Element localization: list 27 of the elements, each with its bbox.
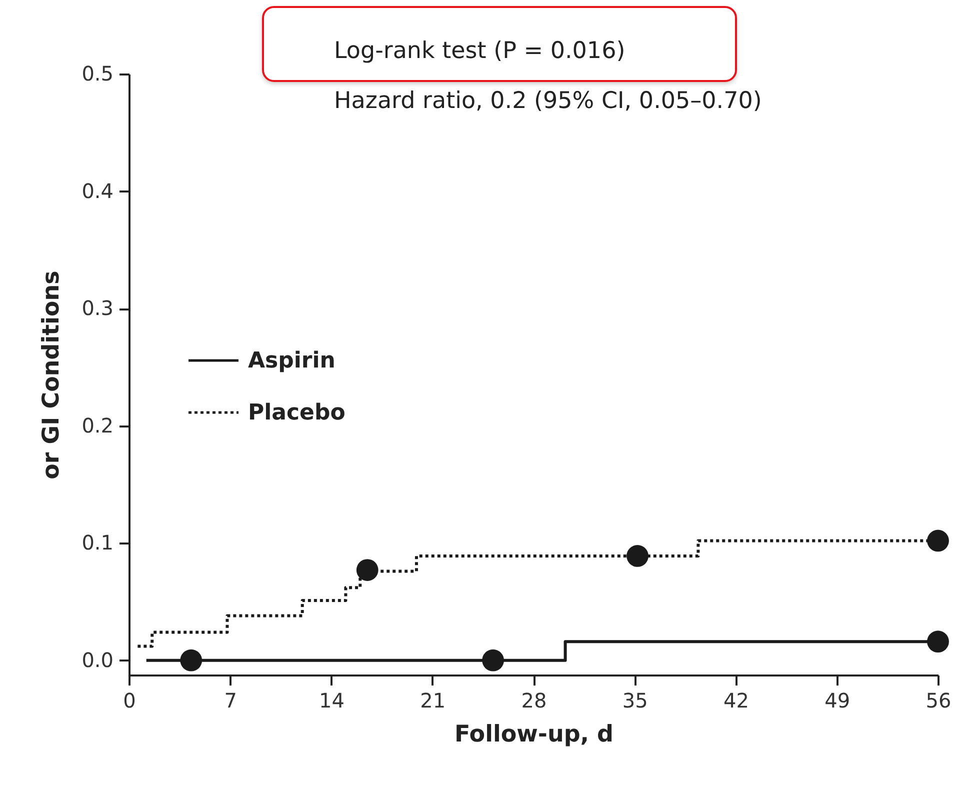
y-tick-label: 0.1 <box>82 530 114 555</box>
y-tick-label: 0.2 <box>82 413 114 438</box>
x-tick-label: 56 <box>926 688 952 712</box>
x-tick-label: 49 <box>824 688 850 712</box>
y-tick-label: 0.3 <box>82 296 114 320</box>
x-tick-label: 7 <box>224 688 237 712</box>
text: Log-rank test (P = 0.016) <box>333 37 626 66</box>
point <box>482 649 504 672</box>
point <box>356 559 378 581</box>
legend-label: Aspirin <box>248 348 336 374</box>
y-tick-label: 0.0 <box>82 648 114 672</box>
x-tick-label: 42 <box>724 688 749 712</box>
y-tick-label: 0.5 <box>82 62 114 86</box>
x-tick-label: 14 <box>319 688 344 712</box>
x-tick-label: 0 <box>123 688 136 712</box>
y-axis-title: or GI Conditions <box>38 270 65 480</box>
point <box>927 530 949 552</box>
annotation: Hazard ratio, 0.2 (95% CI, 0.05–0.70) <box>333 87 763 116</box>
x-tick-label: 35 <box>622 688 648 712</box>
x-tick-label: 28 <box>521 688 547 712</box>
x-tick-label: 21 <box>420 688 446 712</box>
point <box>626 545 648 567</box>
legend-label: Placebo <box>248 400 346 426</box>
x-axis-title: Follow-up, d <box>454 722 614 748</box>
point <box>927 630 949 653</box>
point <box>180 649 202 672</box>
y-tick-label: 0.4 <box>82 178 114 203</box>
